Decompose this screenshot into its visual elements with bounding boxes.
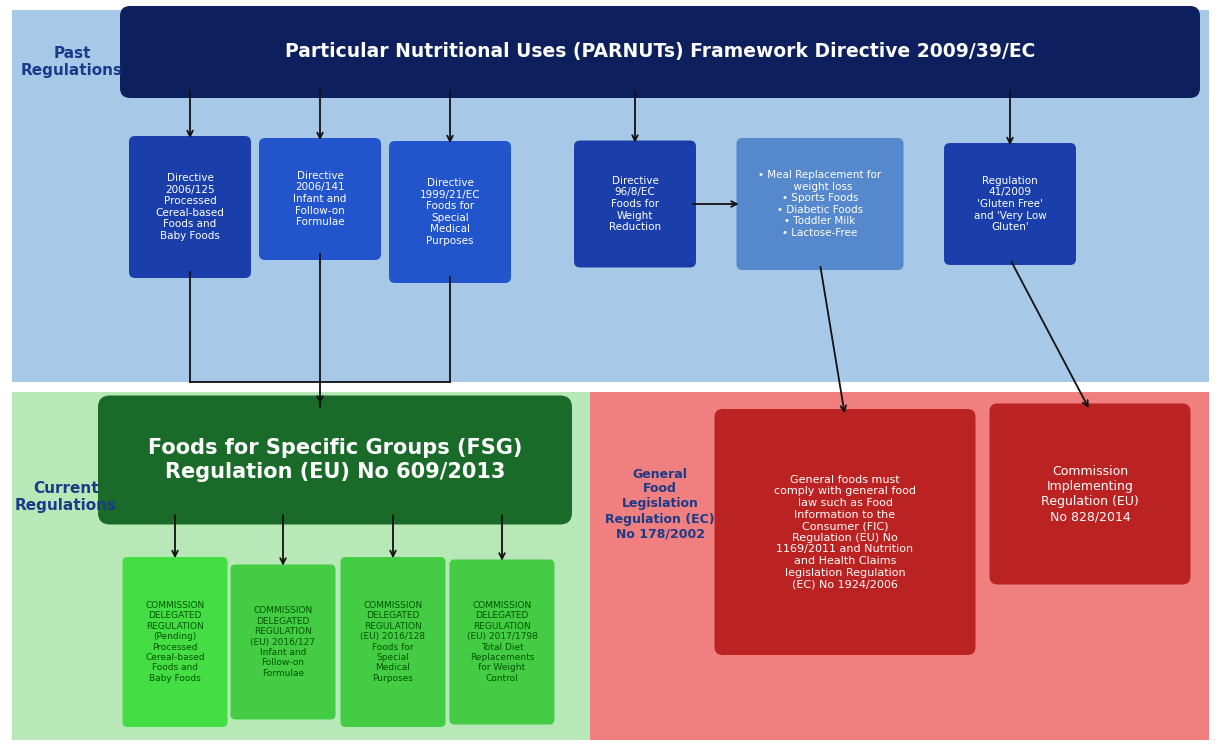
Text: Particular Nutritional Uses (PARNUTs) Framework Directive 2009/39/EC: Particular Nutritional Uses (PARNUTs) Fr… [284, 43, 1035, 62]
Text: Directive
1999/21/EC
Foods for
Special
Medical
Purposes: Directive 1999/21/EC Foods for Special M… [420, 178, 480, 246]
FancyBboxPatch shape [259, 138, 381, 260]
Text: Directive
2006/125
Processed
Cereal-based
Foods and
Baby Foods: Directive 2006/125 Processed Cereal-base… [155, 173, 225, 241]
FancyBboxPatch shape [120, 6, 1200, 98]
Text: Regulation
41/2009
'Gluten Free'
and 'Very Low
Gluten': Regulation 41/2009 'Gluten Free' and 'Ve… [973, 176, 1046, 232]
Text: COMMISSION
DELEGATED
REGULATION
(EU) 2016/127
Infant and
Follow-on
Formulae: COMMISSION DELEGATED REGULATION (EU) 201… [250, 606, 315, 678]
FancyBboxPatch shape [98, 396, 571, 524]
Text: Commission
Implementing
Regulation (EU)
No 828/2014: Commission Implementing Regulation (EU) … [1042, 465, 1139, 523]
Bar [12, 392, 590, 740]
Text: Directive
2006/141
Infant and
Follow-on
Formulae: Directive 2006/141 Infant and Follow-on … [293, 171, 347, 227]
Bar [12, 10, 1209, 382]
Text: Current
Regulations: Current Regulations [15, 481, 117, 513]
FancyBboxPatch shape [944, 143, 1076, 265]
Text: COMMISSION
DELEGATED
REGULATION
(EU) 2016/128
Foods for
Special
Medical
Purposes: COMMISSION DELEGATED REGULATION (EU) 201… [360, 601, 425, 683]
FancyBboxPatch shape [714, 409, 976, 655]
FancyBboxPatch shape [389, 141, 512, 283]
FancyBboxPatch shape [449, 559, 554, 724]
FancyBboxPatch shape [989, 404, 1190, 584]
FancyBboxPatch shape [129, 136, 252, 278]
Text: General
Food
Legislation
Regulation (EC)
No 178/2002: General Food Legislation Regulation (EC)… [606, 468, 714, 541]
Text: COMMISSION
DELEGATED
REGULATION
(Pending)
Processed
Cereal-based
Foods and
Baby : COMMISSION DELEGATED REGULATION (Pending… [145, 601, 205, 683]
Text: General foods must
comply with general food
law such as Food
Information to the
: General foods must comply with general f… [774, 475, 916, 590]
Text: Directive
96/8/EC
Foods for
Weight
Reduction: Directive 96/8/EC Foods for Weight Reduc… [609, 176, 661, 232]
Text: Past
Regulations: Past Regulations [21, 46, 123, 78]
Text: Foods for Specific Groups (FSG)
Regulation (EU) No 609/2013: Foods for Specific Groups (FSG) Regulati… [148, 438, 523, 481]
FancyBboxPatch shape [122, 557, 227, 727]
FancyBboxPatch shape [341, 557, 446, 727]
Text: COMMISSION
DELEGATED
REGULATION
(EU) 2017/1798
Total Diet
Replacements
for Weigh: COMMISSION DELEGATED REGULATION (EU) 201… [466, 601, 537, 683]
FancyBboxPatch shape [231, 565, 336, 720]
Bar [590, 392, 1209, 740]
FancyBboxPatch shape [736, 138, 904, 270]
FancyBboxPatch shape [574, 141, 696, 268]
Text: • Meal Replacement for
  weight loss
• Sports Foods
• Diabetic Foods
• Toddler M: • Meal Replacement for weight loss • Spo… [758, 170, 882, 238]
